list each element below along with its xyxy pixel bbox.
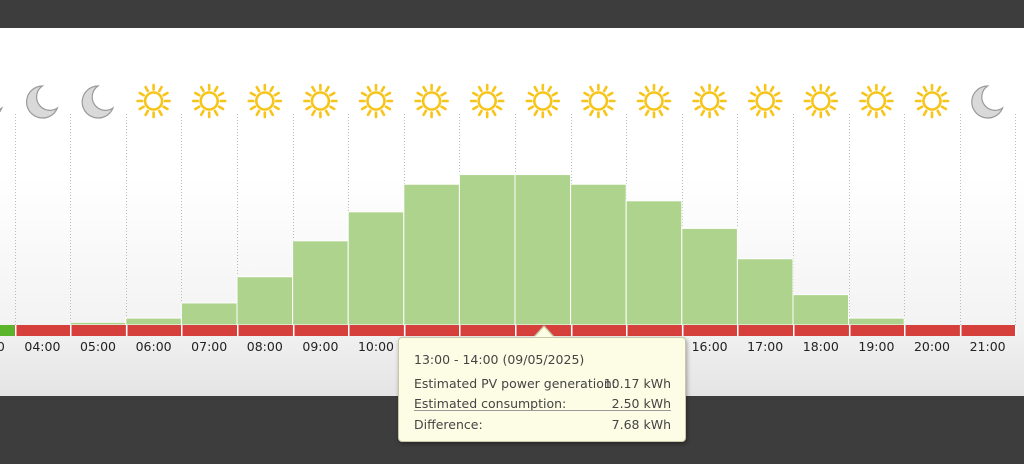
sun-icon	[303, 83, 338, 119]
tooltip-difference-value: 7.68 kWh	[611, 417, 671, 432]
strip-separator	[793, 325, 795, 336]
sun-icon	[469, 83, 505, 119]
bar-12:00	[458, 174, 516, 326]
strip-separator	[904, 325, 906, 336]
strip-separator	[960, 325, 962, 336]
strip-separator	[849, 325, 851, 336]
balance-strip-15:00	[626, 325, 682, 336]
bar-07:00	[180, 302, 238, 326]
sun-icon	[247, 83, 283, 119]
balance-strip-18:00	[793, 325, 849, 336]
strip-separator	[682, 325, 684, 336]
strip-separator	[515, 325, 517, 336]
bar-05:00	[69, 321, 127, 326]
balance-strip-07:00	[181, 325, 237, 336]
strip-separator	[459, 325, 461, 336]
bar-14:00	[570, 183, 627, 326]
moon-icon	[0, 106, 4, 113]
tooltip-pv-label: Estimated PV power generation:	[414, 376, 616, 391]
tick-label: 19:00	[858, 339, 894, 354]
strip-separator	[571, 325, 573, 336]
tick-label: 06:00	[136, 339, 172, 354]
bar-19:00	[848, 317, 905, 326]
tooltip-separator	[414, 410, 671, 411]
sun-icon	[692, 83, 727, 119]
sun-icon	[358, 83, 394, 119]
strip-separator	[1015, 325, 1017, 336]
bar-06:00	[125, 317, 182, 326]
strip-separator	[70, 325, 72, 336]
balance-strip-08:00	[237, 325, 293, 336]
strip-separator	[237, 325, 239, 336]
bar-16:00	[681, 227, 738, 326]
strip-separator	[404, 325, 406, 336]
bar-18:00	[792, 294, 850, 326]
bar-15:00	[625, 200, 683, 326]
balance-strip-09:00	[292, 325, 349, 336]
sun-icon	[525, 83, 561, 119]
balance-strip-03:00	[0, 325, 15, 336]
tooltip: 13:00 - 14:00 (09/05/2025) Estimated PV …	[398, 337, 686, 442]
tooltip-title: 13:00 - 14:00 (09/05/2025)	[414, 352, 585, 367]
tooltip-arrow	[535, 327, 553, 337]
tooltip-consumption-value: 2.50 kWh	[611, 396, 671, 411]
balance-strip-19:00	[848, 325, 905, 336]
balance-strip-04:00	[14, 325, 71, 336]
tick-label: 18:00	[803, 339, 839, 354]
sun-icon	[636, 83, 672, 119]
strip-separator	[737, 325, 739, 336]
tick-label: 20:00	[914, 339, 950, 354]
strip-separator	[181, 325, 183, 336]
sun-icon	[191, 83, 227, 119]
tooltip-consumption-label: Estimated consumption:	[414, 396, 567, 411]
sun-icon	[581, 83, 616, 119]
balance-strip-10:00	[348, 325, 404, 336]
sun-icon	[859, 83, 894, 119]
tick-label: 08:00	[247, 339, 283, 354]
strip-separator	[348, 325, 350, 336]
sun-icon	[914, 83, 950, 119]
moon-icon	[971, 85, 1004, 119]
balance-strip-17:00	[737, 325, 793, 336]
bar-08:00	[236, 276, 294, 326]
bar-13:00	[514, 174, 572, 326]
balance-strip-05:00	[70, 325, 126, 336]
sun-icon	[414, 83, 449, 119]
moon-icon	[81, 85, 115, 119]
sun-icon	[747, 83, 783, 119]
top-bar	[0, 0, 1024, 28]
tooltip-consumption-row: Estimated consumption: 2.50 kWh	[414, 396, 671, 416]
tooltip-difference-label: Difference:	[414, 417, 483, 432]
bar-10:00	[347, 211, 405, 326]
balance-strip-21:00	[959, 325, 1016, 336]
strip-separator	[626, 325, 628, 336]
tooltip-pv-row: Estimated PV power generation: 10.17 kWh	[414, 376, 671, 396]
bar-17:00	[736, 258, 794, 326]
tick-label: 03:00	[0, 339, 5, 354]
sun-icon	[136, 83, 171, 119]
tick-label: 05:00	[80, 339, 116, 354]
strip-separator	[293, 325, 295, 336]
balance-strip-16:00	[681, 325, 738, 336]
balance-strip-12:00	[459, 325, 515, 336]
bar-09:00	[292, 240, 349, 326]
tick-label: 21:00	[970, 339, 1006, 354]
strip-separator	[126, 325, 128, 336]
balance-strip-06:00	[125, 325, 182, 336]
tick-label: 16:00	[692, 339, 728, 354]
tooltip-pv-value: 10.17 kWh	[603, 376, 671, 391]
tick-label: 07:00	[191, 339, 227, 354]
moon-icon	[26, 85, 59, 119]
balance-strip-20:00	[904, 325, 960, 336]
strip-separator	[15, 325, 17, 336]
sun-icon	[803, 83, 839, 119]
tooltip-difference-row: Difference: 7.68 kWh	[414, 417, 671, 437]
tick-label: 17:00	[747, 339, 783, 354]
tick-label: 04:00	[24, 339, 60, 354]
balance-strip-11:00	[403, 325, 460, 336]
bar-11:00	[403, 183, 460, 326]
tick-label: 10:00	[358, 339, 394, 354]
tick-label: 09:00	[302, 339, 338, 354]
balance-strip-14:00	[570, 325, 627, 336]
